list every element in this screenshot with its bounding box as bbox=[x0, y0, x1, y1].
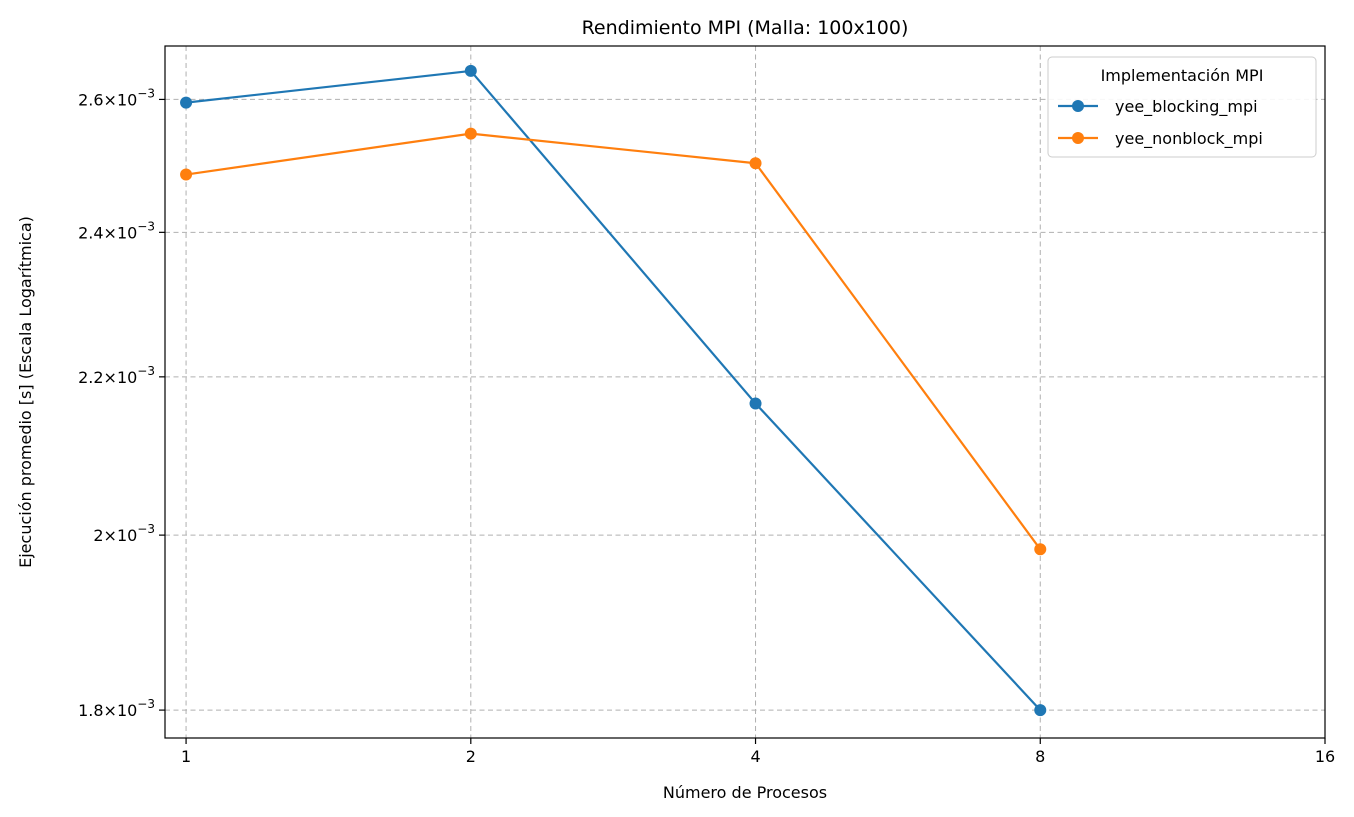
x-tick-label: 2 bbox=[466, 747, 476, 766]
series-line bbox=[185, 69, 1042, 711]
x-tick-label: 4 bbox=[750, 747, 760, 766]
y-tick-times-sign: × bbox=[104, 526, 117, 545]
x-tick-label: 8 bbox=[1035, 747, 1045, 766]
y-tick-label: 2.4×10−3 bbox=[78, 219, 155, 242]
y-tick-base: 10 bbox=[117, 368, 137, 387]
data-point[interactable] bbox=[1034, 543, 1047, 556]
y-axis: 1.8×10−32×10−32.2×10−32.4×10−32.6×10−3 bbox=[78, 86, 165, 720]
x-axis-label: Número de Procesos bbox=[663, 783, 827, 802]
y-tick-mantissa: 2.6 bbox=[78, 90, 103, 109]
data-point[interactable] bbox=[1034, 704, 1047, 717]
y-tick-base: 10 bbox=[117, 223, 137, 242]
y-tick-base: 10 bbox=[117, 90, 137, 109]
y-tick-label: 2.2×10−3 bbox=[78, 364, 155, 387]
y-tick-label: 1.8×10−3 bbox=[78, 697, 155, 720]
y-axis-label: Ejecución promedio [s] (Escala Logarítmi… bbox=[16, 216, 35, 568]
legend-label-yee_nonblock_mpi: yee_nonblock_mpi bbox=[1115, 129, 1263, 149]
y-tick-base: 10 bbox=[117, 701, 137, 720]
legend-marker-yee_nonblock_mpi bbox=[1072, 132, 1084, 144]
y-tick-exponent: −3 bbox=[137, 364, 155, 378]
y-tick-label: 2×10−3 bbox=[93, 522, 155, 545]
x-axis: 1 2 4 8 16 bbox=[181, 738, 1335, 766]
y-tick-label: 2.6×10−3 bbox=[78, 86, 155, 109]
y-tick-exponent: −3 bbox=[137, 219, 155, 233]
data-point[interactable] bbox=[749, 397, 762, 410]
series-yee_nonblock_mpi bbox=[180, 127, 1047, 556]
legend-entries: yee_blocking_mpi yee_nonblock_mpi bbox=[1058, 97, 1263, 149]
data-point[interactable] bbox=[180, 96, 193, 109]
legend-title: Implementación MPI bbox=[1101, 66, 1264, 85]
y-tick-times-sign: × bbox=[104, 701, 117, 720]
series-yee_blocking_mpi bbox=[180, 64, 1047, 717]
data-point[interactable] bbox=[749, 157, 762, 170]
y-tick-mantissa: 2.4 bbox=[78, 223, 103, 242]
y-tick-mantissa: 2.2 bbox=[78, 368, 103, 387]
y-tick-exponent: −3 bbox=[137, 522, 155, 536]
y-tick-mantissa: 1.8 bbox=[78, 701, 103, 720]
y-tick-times-sign: × bbox=[104, 223, 117, 242]
series-layer bbox=[180, 64, 1047, 717]
legend-label-yee_blocking_mpi: yee_blocking_mpi bbox=[1115, 97, 1258, 117]
series-line bbox=[185, 132, 1042, 550]
legend: Implementación MPI yee_blocking_mpi yee_n… bbox=[1047, 56, 1317, 158]
y-tick-exponent: −3 bbox=[137, 86, 155, 100]
y-tick-mantissa: 2 bbox=[93, 526, 103, 545]
chart-title: Rendimiento MPI (Malla: 100x100) bbox=[582, 17, 909, 39]
data-point[interactable] bbox=[464, 127, 477, 140]
y-tick-times-sign: × bbox=[104, 90, 117, 109]
y-tick-base: 10 bbox=[117, 526, 137, 545]
y-tick-times-sign: × bbox=[104, 368, 117, 387]
data-point[interactable] bbox=[180, 168, 193, 181]
x-tick-label: 1 bbox=[181, 747, 191, 766]
y-tick-exponent: −3 bbox=[137, 697, 155, 711]
legend-box bbox=[1047, 56, 1317, 158]
plot-frame bbox=[164, 45, 1326, 739]
data-point[interactable] bbox=[464, 64, 477, 77]
legend-marker-yee_blocking_mpi bbox=[1072, 100, 1084, 112]
x-tick-label: 16 bbox=[1315, 747, 1335, 766]
